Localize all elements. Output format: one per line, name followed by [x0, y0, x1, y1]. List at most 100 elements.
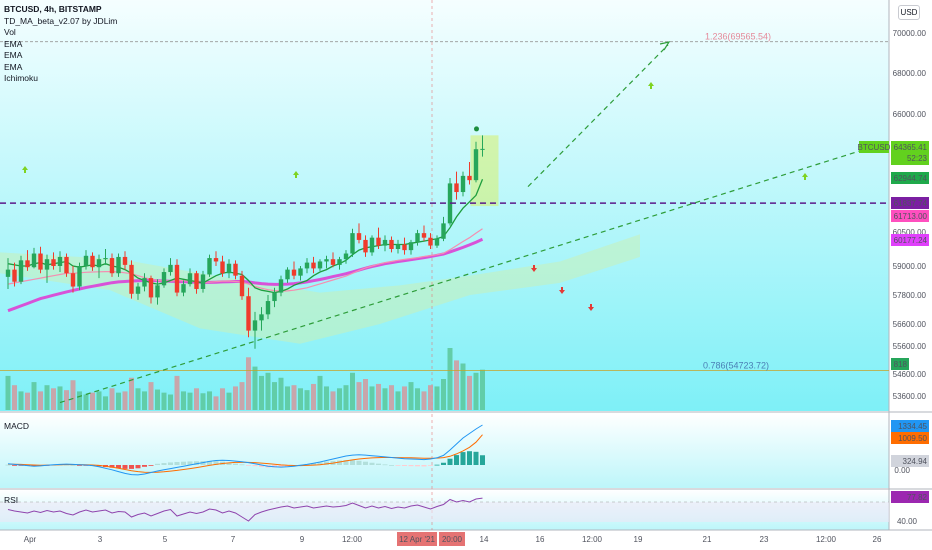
candle-body	[467, 175, 472, 181]
macd-histogram-bar	[194, 461, 199, 465]
macd-histogram-bar	[135, 465, 141, 469]
volume-bar	[187, 392, 193, 410]
volume-bar	[213, 396, 219, 410]
volume-bar	[395, 391, 401, 410]
indicator-label-ema-3[interactable]: EMA	[4, 61, 23, 72]
candle-body	[70, 273, 76, 287]
macd-histogram-bar	[246, 465, 251, 466]
macd-histogram-bar	[122, 465, 128, 469]
price-label-badge	[891, 210, 929, 222]
macd-histogram-bar	[31, 465, 37, 467]
volume-bar	[460, 363, 466, 410]
candle-body	[473, 149, 479, 181]
trendline-projection	[527, 44, 669, 188]
volume-bar	[57, 386, 63, 410]
time-tick-label: 12:00	[582, 535, 603, 544]
macd-histogram-bar	[480, 455, 485, 465]
indicator-label-vol[interactable]: Vol	[4, 27, 16, 37]
currency-button[interactable]: USD	[898, 5, 920, 20]
candle-body	[233, 263, 238, 276]
macd-histogram-bar	[376, 463, 381, 465]
volume-bar	[402, 386, 407, 410]
volume-bar	[324, 386, 329, 410]
macd-histogram-bar	[116, 465, 121, 469]
volume-bar	[376, 383, 381, 410]
indicator-label-ichimoku[interactable]: Ichimoku	[4, 73, 39, 83]
macd-axis-value: 1334.45	[898, 422, 927, 431]
price-label-value: 62944.74	[894, 174, 928, 183]
sell-arrow-icon	[531, 265, 537, 272]
volume-bar	[285, 386, 290, 410]
macd-histogram-bar	[454, 455, 459, 465]
candle-body	[25, 260, 30, 268]
indicator-label-td-ma[interactable]: TD_MA_beta_v2.07 by JDLim	[4, 15, 118, 26]
buy-arrow-icon	[22, 166, 28, 173]
volume-bar	[343, 385, 349, 410]
price-label-value: 64365.41	[894, 143, 928, 152]
candle-body	[239, 275, 245, 297]
macd-histogram-bar	[5, 464, 11, 466]
volume-bar	[389, 385, 394, 410]
candle-body	[64, 256, 69, 274]
volume-bar	[330, 391, 336, 410]
volume-bar	[265, 372, 271, 410]
price-tick-label: 59000.00	[893, 262, 927, 271]
volume-bar	[259, 375, 264, 410]
volume-bar	[70, 380, 76, 410]
volume-bar	[135, 388, 141, 410]
indicator-label-ema-2[interactable]: EMA	[4, 50, 23, 60]
candle-body	[480, 148, 485, 150]
price-label-badge	[891, 141, 929, 165]
ema-slow-line	[7, 237, 484, 313]
macd-histogram-bar	[408, 465, 414, 467]
price-tick-label: 54600.00	[893, 370, 927, 379]
time-tick-label: 14	[480, 535, 489, 544]
candle-body	[51, 259, 56, 266]
candle-body	[337, 259, 342, 265]
volume-bar	[64, 390, 69, 410]
volume-bar	[304, 390, 310, 410]
time-tick-label: 26	[873, 535, 882, 544]
rsi-pane-label[interactable]: RSI	[4, 495, 19, 505]
candle-body	[311, 262, 316, 269]
price-tick-label: 56600.00	[893, 320, 927, 329]
buy-arrow-icon	[293, 171, 299, 178]
price-label-value: 61837.74	[894, 199, 928, 208]
volume-bar	[168, 394, 173, 410]
symbol-title[interactable]: BTCUSD, 4h, BITSTAMP	[4, 4, 102, 14]
candle-body	[298, 268, 303, 276]
macd-histogram-bar	[356, 460, 362, 465]
volume-bar	[83, 394, 89, 410]
candle-body	[200, 274, 206, 289]
candle-body	[395, 244, 401, 249]
volume-bar	[103, 396, 108, 410]
indicator-label-ema-1[interactable]: EMA	[4, 38, 23, 49]
time-tick-label: 5	[163, 535, 168, 544]
macd-axis-badge	[891, 455, 929, 467]
volume-bar	[122, 391, 128, 410]
price-label-badge	[891, 234, 929, 246]
candle-body	[38, 253, 43, 270]
candle-body	[363, 239, 368, 253]
volume-bar	[174, 375, 180, 410]
volume-bar	[44, 385, 50, 410]
fib-level-label: 0.786(54723.72)	[703, 361, 769, 371]
buy-arrow-icon	[648, 82, 654, 89]
macd-pane-label[interactable]: MACD	[4, 421, 30, 431]
volume-bar	[77, 391, 82, 410]
time-tick-label: 12:00	[816, 535, 837, 544]
macd-histogram-bar	[70, 464, 76, 466]
macd-histogram-bar	[239, 464, 245, 466]
buy-arrow-icon	[802, 173, 808, 180]
time-tick-label: 3	[98, 535, 103, 544]
candle-body	[441, 223, 446, 239]
volume-bar	[421, 391, 427, 410]
volume-bar	[428, 385, 433, 410]
macd-histogram-bar	[421, 465, 427, 467]
volume-bar	[90, 392, 95, 410]
macd-histogram-bar	[272, 465, 277, 468]
macd-histogram-bar	[350, 460, 355, 465]
macd-axis-value: 324.94	[903, 457, 928, 466]
macd-histogram-bar	[77, 465, 82, 466]
